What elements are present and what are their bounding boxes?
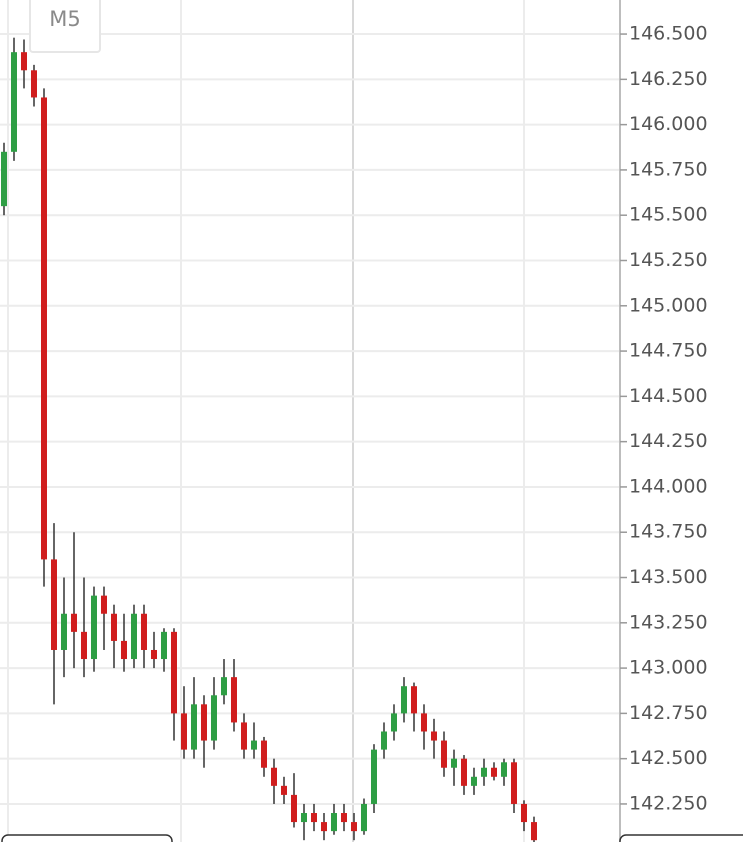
- candle-body: [471, 776, 477, 786]
- candles: [1, 37, 537, 842]
- candle-body: [311, 813, 317, 823]
- candle-body: [101, 595, 107, 614]
- candle-body: [361, 803, 367, 832]
- candle-body: [191, 704, 197, 750]
- candle-body: [221, 677, 227, 696]
- candle-body: [51, 559, 57, 650]
- candle-body: [531, 822, 537, 841]
- candle-body: [201, 704, 207, 741]
- y-tick-label: 143.500: [629, 566, 708, 588]
- candle-body: [501, 762, 507, 777]
- y-tick-label: 146.250: [629, 68, 708, 90]
- candle-body: [341, 813, 347, 823]
- candle-body: [401, 686, 407, 714]
- candle-body: [61, 613, 67, 650]
- candle-body: [181, 713, 187, 750]
- candle-body: [271, 767, 277, 786]
- y-tick-label: 145.500: [629, 204, 708, 226]
- timeframe-label: M5: [49, 7, 80, 31]
- candle-body: [81, 631, 87, 660]
- candle-body: [421, 713, 427, 732]
- candle-body: [251, 740, 257, 750]
- candle-body: [31, 70, 37, 98]
- candle-body: [521, 803, 527, 823]
- y-tick-label: 142.500: [629, 747, 708, 769]
- y-tick-label: 143.750: [629, 521, 708, 543]
- candle-body: [481, 767, 487, 777]
- candle-body: [331, 813, 337, 832]
- y-tick-label: 142.250: [629, 792, 708, 814]
- candle-body: [71, 613, 77, 632]
- candle-body: [161, 631, 167, 660]
- candle-body: [491, 767, 497, 777]
- bottom-button[interactable]: [1, 834, 173, 842]
- candle-body: [391, 713, 397, 732]
- candle-body: [11, 52, 17, 152]
- candle-body: [151, 649, 157, 660]
- y-tick-label: 144.750: [629, 340, 708, 362]
- candle-body: [291, 794, 297, 823]
- y-tick-label: 145.250: [629, 249, 708, 271]
- candle-body: [171, 631, 177, 714]
- y-tick-label: 146.000: [629, 113, 708, 135]
- y-tick-label: 146.500: [629, 23, 708, 45]
- candle-body: [431, 731, 437, 741]
- candle-body: [351, 822, 357, 832]
- candle-body: [371, 749, 377, 804]
- candle-body: [241, 722, 247, 750]
- candle-body: [141, 613, 147, 650]
- grid: [0, 0, 620, 842]
- candle-body: [511, 762, 517, 804]
- candle-body: [131, 613, 137, 660]
- candle-body: [231, 677, 237, 723]
- candle-body: [451, 758, 457, 768]
- y-tick-label: 144.500: [629, 385, 708, 407]
- y-tick-label: 144.250: [629, 430, 708, 452]
- y-tick-label: 142.750: [629, 702, 708, 724]
- candle-body: [321, 822, 327, 832]
- candle-body: [211, 695, 217, 741]
- candle-body: [91, 595, 97, 660]
- candle-body: [381, 731, 387, 750]
- y-tick-label: 143.000: [629, 657, 708, 679]
- candle-body: [111, 613, 117, 641]
- y-tick-label: 144.000: [629, 475, 708, 497]
- candle-body: [281, 785, 287, 795]
- price-axis: 142.250 142.500 142.750 143.000 143.250 143.5…: [620, 23, 708, 814]
- y-tick-label: 143.250: [629, 611, 708, 633]
- candle-body: [1, 151, 7, 207]
- candle-body: [41, 97, 47, 560]
- candle-body: [411, 686, 417, 714]
- candle-body: [301, 813, 307, 823]
- timeframe-box[interactable]: [29, 0, 101, 53]
- bottom-button[interactable]: [619, 834, 743, 842]
- y-tick-label: 145.750: [629, 158, 708, 180]
- candle-body: [261, 740, 267, 768]
- candle-body: [21, 52, 27, 71]
- candle-body: [461, 758, 467, 786]
- y-tick-label: 145.000: [629, 294, 708, 316]
- candle-body: [441, 740, 447, 768]
- candle-body: [121, 640, 127, 660]
